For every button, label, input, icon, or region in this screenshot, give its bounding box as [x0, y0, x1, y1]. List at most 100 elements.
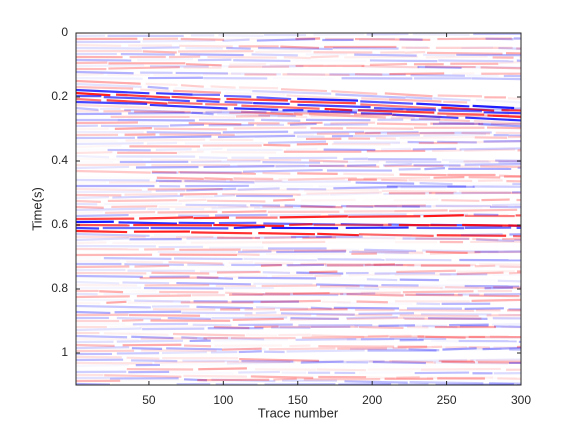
texture	[76, 100, 148, 105]
texture	[267, 140, 327, 144]
texture	[511, 191, 521, 194]
texture	[423, 214, 464, 218]
texture	[112, 194, 184, 199]
texture	[76, 212, 103, 213]
texture	[421, 27, 482, 28]
texture	[464, 148, 516, 152]
x-tick-label: 200	[362, 393, 382, 407]
texture	[449, 323, 489, 327]
texture	[156, 92, 193, 96]
texture	[491, 203, 521, 207]
texture	[192, 323, 232, 327]
texture	[268, 347, 336, 351]
texture	[321, 300, 351, 304]
texture	[180, 108, 241, 112]
texture	[286, 94, 357, 101]
texture	[480, 165, 521, 168]
texture	[184, 179, 255, 184]
texture	[372, 360, 426, 365]
texture	[346, 316, 405, 321]
texture	[183, 378, 207, 382]
texture	[254, 205, 334, 210]
texture	[213, 325, 250, 330]
texture	[360, 337, 418, 341]
texture	[509, 233, 521, 236]
texture	[428, 317, 488, 320]
texture	[76, 237, 129, 242]
texture	[116, 339, 184, 343]
texture	[360, 103, 437, 110]
texture	[489, 25, 564, 26]
texture	[251, 53, 298, 57]
axes-frame	[75, 32, 522, 386]
texture	[255, 50, 312, 54]
texture	[396, 114, 442, 118]
texture	[458, 190, 519, 194]
texture	[344, 380, 408, 384]
texture	[402, 290, 474, 294]
texture	[412, 33, 470, 36]
texture	[258, 232, 315, 236]
texture	[289, 344, 311, 348]
texture	[383, 163, 412, 167]
texture	[218, 34, 264, 37]
texture	[147, 85, 169, 90]
texture	[154, 360, 225, 364]
texture	[379, 293, 416, 297]
texture	[273, 377, 297, 381]
texture	[202, 72, 241, 76]
texture	[76, 229, 128, 234]
texture	[363, 176, 431, 180]
texture	[155, 148, 192, 151]
texture	[489, 381, 521, 385]
texture	[115, 93, 171, 99]
texture	[181, 311, 253, 315]
texture	[131, 347, 163, 350]
texture	[280, 312, 355, 316]
texture	[191, 231, 253, 235]
texture	[76, 46, 142, 50]
texture	[270, 110, 329, 113]
texture	[76, 149, 106, 150]
texture	[139, 276, 219, 280]
texture	[171, 95, 221, 101]
texture	[168, 55, 201, 59]
texture	[447, 338, 521, 339]
texture	[177, 150, 204, 154]
texture	[310, 306, 332, 310]
texture	[106, 99, 168, 105]
texture	[76, 82, 142, 88]
texture	[438, 59, 514, 63]
texture	[190, 160, 261, 164]
texture	[140, 88, 170, 93]
texture	[310, 114, 390, 118]
texture	[76, 88, 150, 95]
texture	[360, 100, 414, 105]
texture	[441, 199, 480, 202]
texture	[273, 198, 295, 202]
texture	[207, 336, 265, 341]
texture	[390, 116, 415, 120]
texture	[403, 113, 426, 117]
texture	[255, 306, 309, 310]
texture	[233, 177, 274, 181]
texture	[358, 312, 414, 315]
texture	[471, 298, 521, 302]
texture	[215, 30, 268, 31]
texture	[198, 367, 247, 371]
texture	[406, 107, 435, 112]
texture	[222, 347, 262, 351]
texture	[486, 314, 521, 317]
texture	[469, 294, 520, 298]
texture	[189, 115, 236, 119]
texture	[265, 292, 344, 296]
texture	[290, 100, 356, 105]
texture	[217, 112, 258, 117]
texture	[335, 93, 406, 99]
texture	[76, 173, 148, 174]
texture	[131, 335, 174, 340]
texture	[373, 106, 437, 112]
texture	[157, 210, 218, 214]
texture	[437, 140, 477, 144]
texture	[396, 269, 456, 274]
